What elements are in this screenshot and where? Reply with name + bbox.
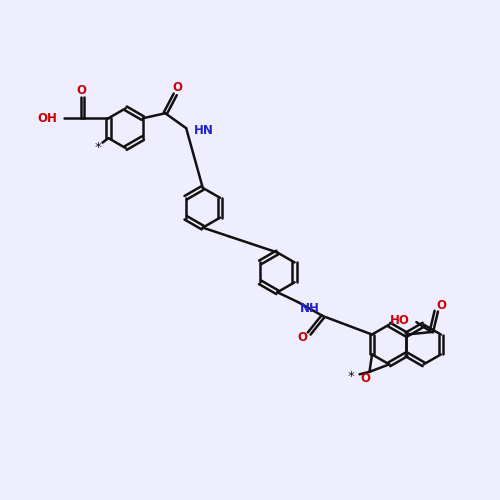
Text: *: *: [94, 140, 101, 153]
Text: OH: OH: [37, 112, 57, 125]
Text: NH: NH: [300, 302, 320, 315]
Text: HO: HO: [390, 314, 409, 327]
Text: O: O: [297, 330, 307, 344]
Text: O: O: [436, 298, 446, 312]
Text: O: O: [76, 84, 86, 98]
Text: O: O: [172, 82, 182, 94]
Text: O: O: [360, 372, 370, 385]
Text: HN: HN: [194, 124, 214, 136]
Text: *: *: [347, 370, 354, 384]
